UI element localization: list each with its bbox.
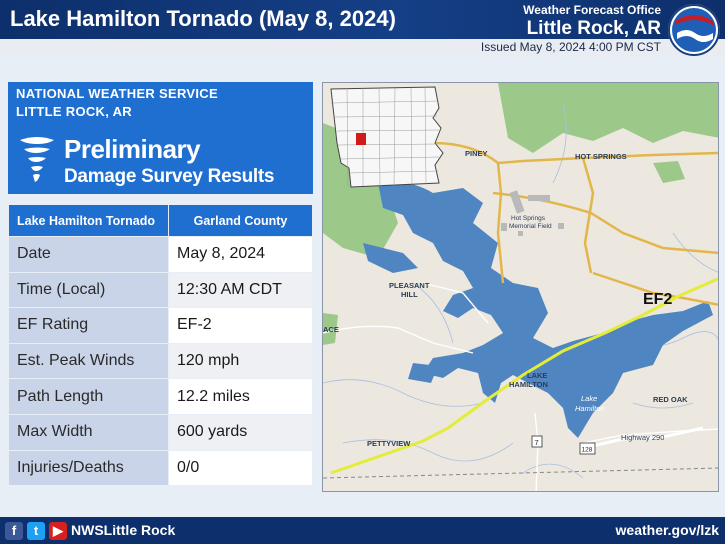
forest-area — [323, 313, 338, 345]
table-row: EF Rating EF-2 — [8, 307, 313, 344]
row-label: Injuries/Deaths — [8, 449, 169, 487]
nws-logo-icon — [668, 4, 720, 56]
tornado-icon — [20, 137, 54, 182]
map-label-airport-line1: Hot Springs — [511, 215, 546, 222]
agency-name: NATIONAL WEATHER SERVICE — [16, 86, 218, 101]
table-header-row: Lake Hamilton Tornado Garland County — [8, 204, 313, 237]
route-7-shield: 7 — [531, 435, 543, 448]
table-row: Injuries/Deaths 0/0 — [8, 449, 313, 487]
table-header-tornado: Lake Hamilton Tornado — [8, 204, 169, 237]
nws-info-box: NATIONAL WEATHER SERVICE LITTLE ROCK, AR… — [8, 82, 313, 194]
row-value: 0/0 — [168, 449, 313, 487]
row-value: 600 yards — [168, 413, 313, 451]
map-label-lake-hamilton-town2: HAMILTON — [509, 380, 548, 389]
row-label: Est. Peak Winds — [8, 342, 169, 380]
map-label-highway-290: Highway 290 — [621, 433, 664, 442]
row-value: 12.2 miles — [168, 378, 313, 415]
forest-area — [653, 161, 685, 183]
row-label: Path Length — [8, 378, 169, 415]
row-value: 12:30 AM CDT — [168, 271, 313, 309]
lake-water — [363, 243, 418, 273]
row-label: EF Rating — [8, 307, 169, 344]
map-label-hot-springs: HOT SPRINGS — [575, 152, 627, 161]
map-label-piney: PINEY — [465, 149, 488, 158]
map-label-pettyview: PETTYVIEW — [367, 439, 411, 448]
lake-water — [408, 363, 438, 383]
facebook-icon[interactable]: f — [5, 522, 23, 540]
map-label-red-oak: RED OAK — [653, 395, 688, 404]
tornado-track — [330, 277, 718, 475]
agency-city: LITTLE ROCK, AR — [16, 104, 132, 119]
lake-water — [378, 181, 713, 438]
highway-290 — [582, 426, 704, 450]
survey-results-table: Lake Hamilton Tornado Garland County Dat… — [8, 204, 313, 487]
row-label: Max Width — [8, 413, 169, 451]
twitter-icon[interactable]: t — [27, 522, 45, 540]
arkansas-inset-map — [330, 86, 444, 188]
website-link[interactable]: weather.gov/lzk — [615, 522, 719, 538]
table-row: Path Length 12.2 miles — [8, 378, 313, 415]
route-128-shield: 128 — [579, 442, 596, 455]
table-row: Max Width 600 yards — [8, 413, 313, 451]
map-label-lake1: Lake — [581, 394, 597, 403]
office-location: Little Rock, AR — [526, 18, 661, 39]
airport — [501, 190, 564, 236]
county-border — [323, 467, 718, 479]
table-row: Est. Peak Winds 120 mph — [8, 342, 313, 380]
damage-map: PINEY HOT SPRINGS Hot Springs Memorial F… — [322, 82, 719, 492]
table-row: Time (Local) 12:30 AM CDT — [8, 271, 313, 309]
row-value: 120 mph — [168, 342, 313, 380]
row-label: Date — [8, 236, 169, 273]
row-value: May 8, 2024 — [168, 236, 313, 273]
map-canvas: PINEY HOT SPRINGS Hot Springs Memorial F… — [323, 83, 718, 491]
office-label: Weather Forecast Office — [523, 3, 661, 17]
table-header-county: Garland County — [168, 204, 313, 237]
map-label-lake-hamilton-town1: LAKE — [527, 371, 547, 380]
table-row: Date May 8, 2024 — [8, 236, 313, 273]
map-label-pleasant: PLEASANT — [389, 281, 430, 290]
social-handle[interactable]: NWSLittle Rock — [71, 522, 176, 538]
page-title: Lake Hamilton Tornado (May 8, 2024) — [10, 6, 396, 31]
ef-rating-label: EF2 — [643, 291, 672, 308]
forest-area — [498, 83, 718, 153]
issued-timestamp: Issued May 8, 2024 4:00 PM CST — [480, 40, 661, 54]
map-label-hill: HILL — [401, 290, 418, 299]
row-value: EF-2 — [168, 307, 313, 344]
map-label-airport-line2: Memorial Field — [509, 223, 552, 230]
row-label: Time (Local) — [8, 271, 169, 309]
footer-bar — [0, 517, 725, 544]
header-strip — [0, 39, 725, 56]
map-label-ace: ACE — [323, 325, 339, 334]
heading-damage-survey: Damage Survey Results — [64, 166, 275, 187]
youtube-icon[interactable]: ▶ — [49, 522, 67, 540]
route-7-label: 7 — [535, 438, 539, 447]
heading-preliminary: Preliminary — [64, 134, 201, 164]
route-128-label: 128 — [582, 447, 593, 454]
map-label-lake2: Hamilton — [575, 404, 605, 413]
